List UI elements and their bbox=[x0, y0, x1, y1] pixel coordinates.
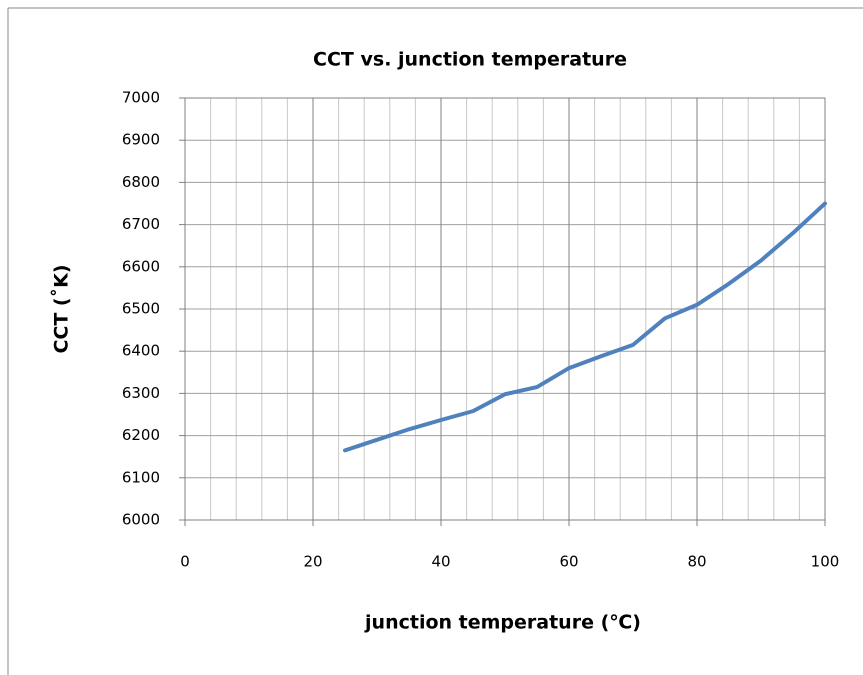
line-series bbox=[343, 201, 827, 453]
y-tick-label: 6700 bbox=[122, 215, 160, 233]
y-tick-label: 6500 bbox=[122, 300, 160, 318]
y-tick-label: 6800 bbox=[122, 173, 160, 191]
y-tick-label: 6300 bbox=[122, 384, 160, 402]
y-tick-label: 7000 bbox=[122, 89, 160, 107]
y-tick-label: 6400 bbox=[122, 342, 160, 360]
x-tick-label: 60 bbox=[559, 553, 578, 571]
y-tick-label: 6200 bbox=[122, 426, 160, 444]
plot-border bbox=[184, 97, 826, 521]
y-axis-label: CCT (˚K) bbox=[50, 264, 73, 353]
y-tick-label: 6100 bbox=[122, 468, 160, 486]
y-tick-label: 6000 bbox=[122, 511, 160, 529]
x-tick-label: 100 bbox=[811, 553, 840, 571]
y-tick-label: 6600 bbox=[122, 257, 160, 275]
x-axis-label: junction temperature (℃) bbox=[364, 612, 641, 634]
x-tick-label: 0 bbox=[180, 553, 190, 571]
y-tick-label: 6900 bbox=[122, 131, 160, 149]
chart-title: CCT vs. junction temperature bbox=[313, 49, 627, 71]
x-tick-label: 20 bbox=[303, 553, 322, 571]
x-tick-label: 80 bbox=[687, 553, 706, 571]
x-tick-label: 40 bbox=[431, 553, 450, 571]
